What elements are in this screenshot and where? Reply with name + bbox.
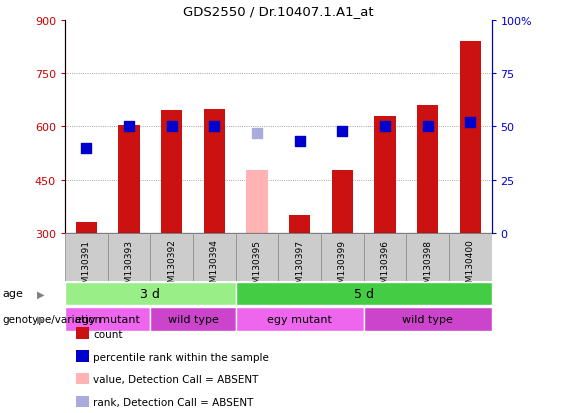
Bar [236, 282, 492, 305]
Bar [321, 233, 364, 281]
Bar [364, 308, 492, 331]
Bar [107, 233, 150, 281]
Text: rank, Detection Call = ABSENT: rank, Detection Call = ABSENT [93, 397, 254, 407]
Text: percentile rank within the sample: percentile rank within the sample [93, 352, 269, 362]
Text: GSM130395: GSM130395 [253, 239, 262, 294]
Point [338, 128, 347, 135]
Text: wild type: wild type [167, 314, 219, 324]
Bar [279, 233, 321, 281]
Text: 5 d: 5 d [354, 287, 373, 300]
Text: 3 d: 3 d [140, 287, 160, 300]
Point [466, 119, 475, 126]
Bar [449, 233, 492, 281]
Text: value, Detection Call = ABSENT: value, Detection Call = ABSENT [93, 375, 259, 385]
Bar [417, 106, 438, 233]
Bar [161, 111, 182, 233]
Text: wild type: wild type [402, 314, 453, 324]
Text: egy mutant: egy mutant [267, 314, 332, 324]
Text: GSM130394: GSM130394 [210, 239, 219, 294]
Point [423, 124, 432, 131]
Text: GSM130391: GSM130391 [82, 239, 91, 294]
Point [253, 130, 262, 137]
Text: age: age [3, 289, 24, 299]
Point [295, 139, 304, 145]
Bar [374, 116, 396, 233]
Text: GSM130393: GSM130393 [124, 239, 133, 294]
Text: ▶: ▶ [37, 314, 44, 324]
Text: genotype/variation: genotype/variation [3, 314, 102, 324]
Bar [118, 125, 140, 233]
Point [380, 124, 389, 131]
Point [167, 124, 176, 131]
Text: GSM130396: GSM130396 [380, 239, 389, 294]
Title: GDS2550 / Dr.10407.1.A1_at: GDS2550 / Dr.10407.1.A1_at [183, 5, 373, 18]
Bar [150, 308, 236, 331]
Bar [65, 308, 150, 331]
Bar [406, 233, 449, 281]
Point [210, 124, 219, 131]
Text: count: count [93, 329, 123, 339]
Bar [236, 233, 278, 281]
Text: GSM130398: GSM130398 [423, 239, 432, 294]
Bar [193, 233, 236, 281]
Bar [236, 308, 364, 331]
Text: ▶: ▶ [37, 289, 44, 299]
Bar [203, 110, 225, 233]
Bar [150, 233, 193, 281]
Bar [364, 233, 406, 281]
Text: GSM130392: GSM130392 [167, 239, 176, 294]
Point [82, 145, 91, 152]
Bar [65, 282, 236, 305]
Point [124, 124, 133, 131]
Bar [332, 170, 353, 233]
Text: GSM130399: GSM130399 [338, 239, 347, 294]
Bar [459, 42, 481, 233]
Bar [76, 223, 97, 233]
Bar [289, 216, 310, 233]
Text: GSM130400: GSM130400 [466, 239, 475, 294]
Bar [65, 233, 107, 281]
Bar [246, 170, 268, 233]
Text: egy mutant: egy mutant [75, 314, 140, 324]
Text: GSM130397: GSM130397 [295, 239, 304, 294]
